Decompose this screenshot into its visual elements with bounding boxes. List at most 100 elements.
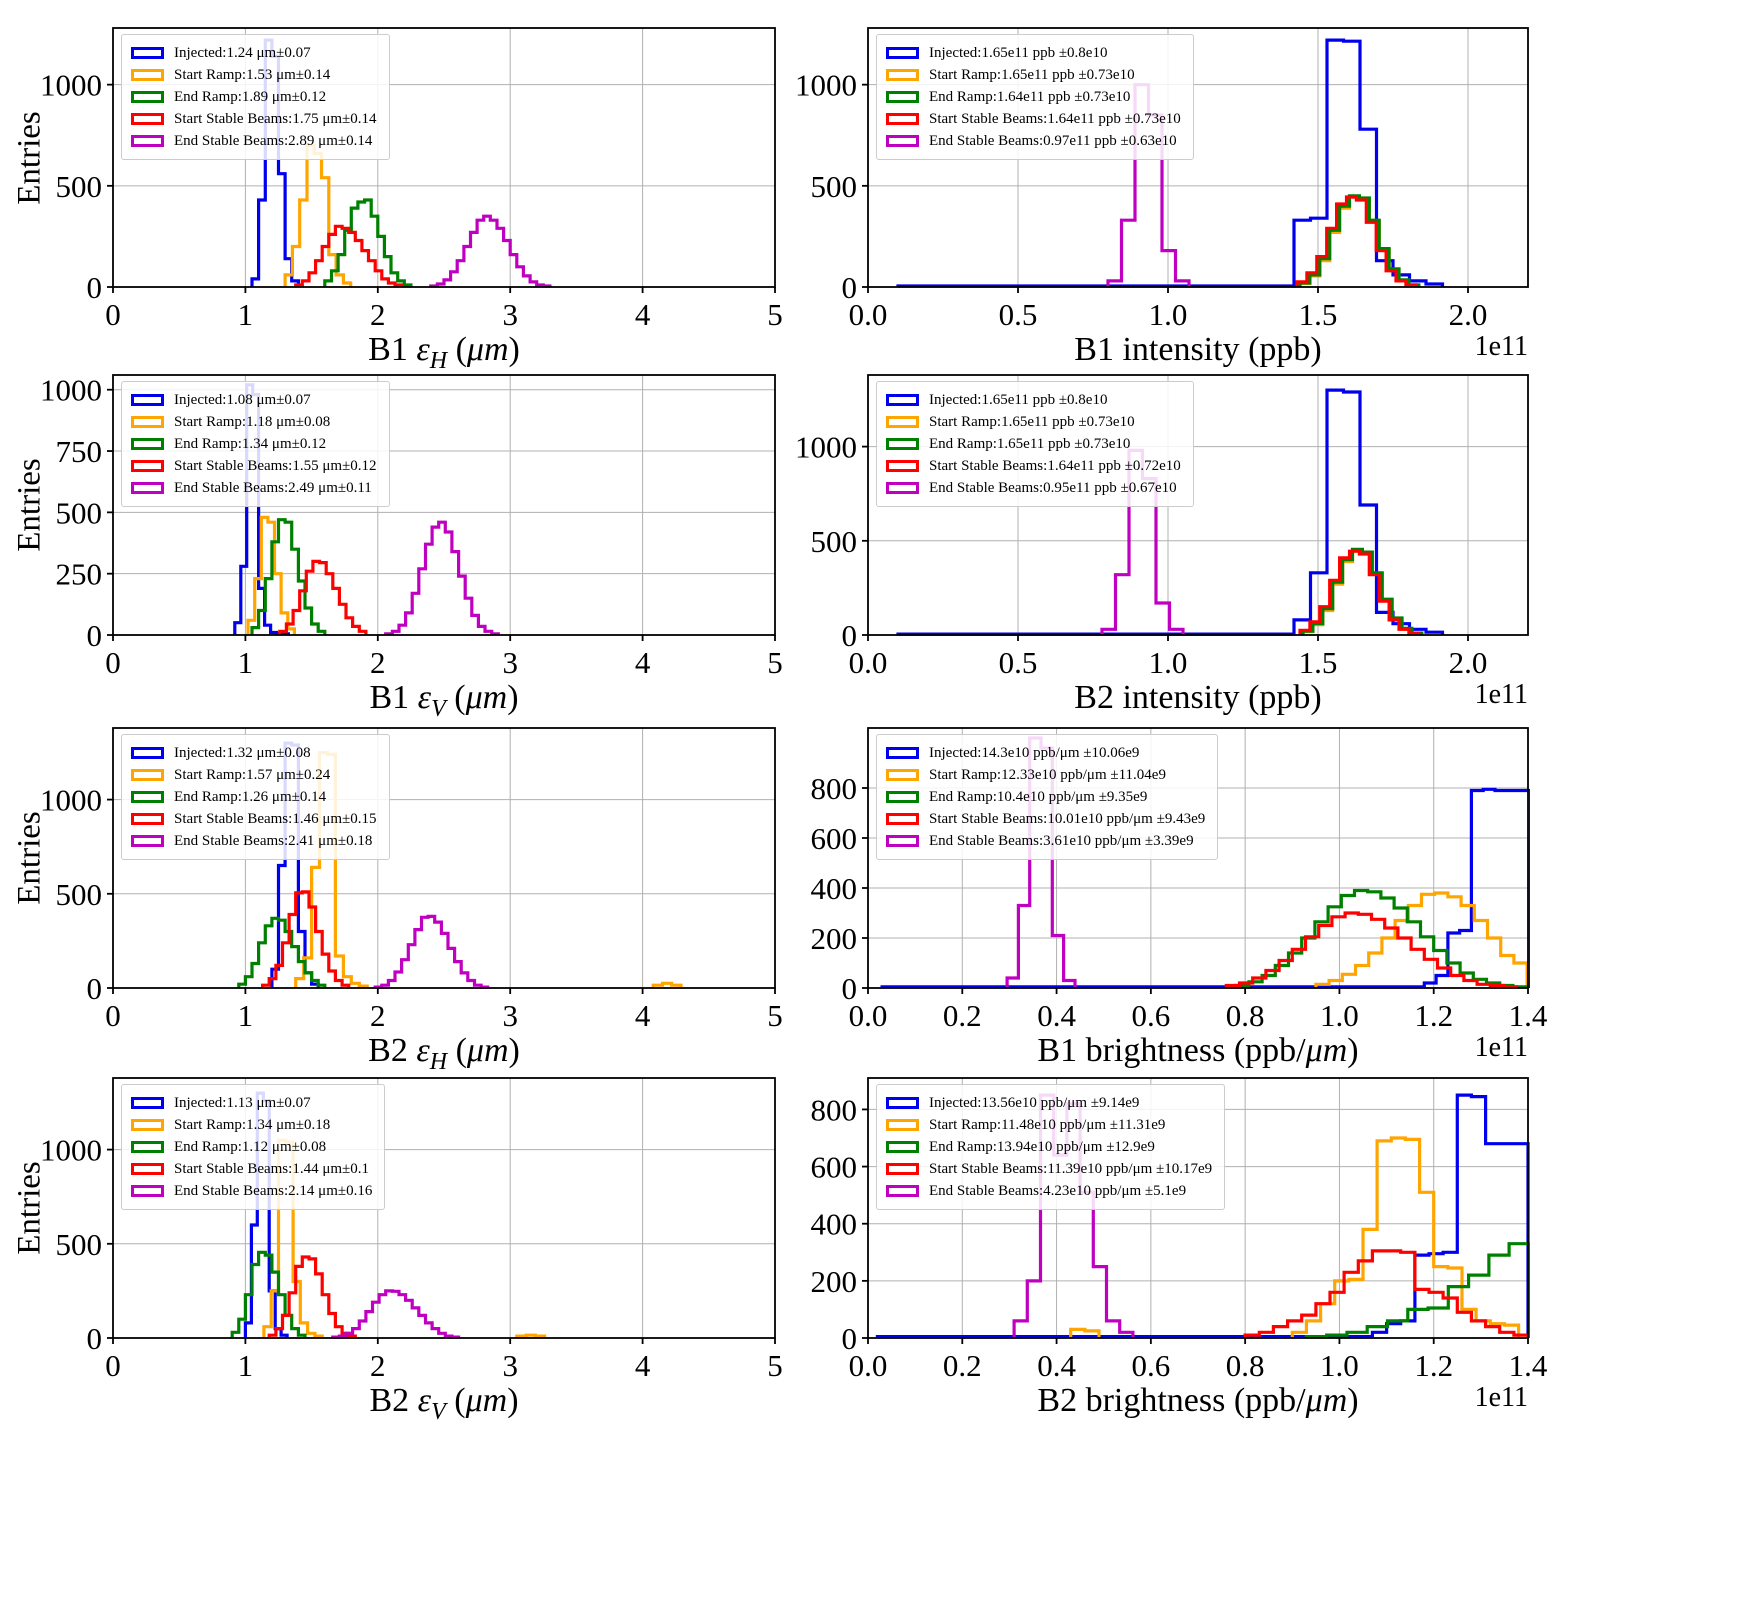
y-tick-label: 400 (811, 1207, 858, 1242)
legend-label: End Ramp:13.94e10 ppb/μm ±12.9e9 (929, 1139, 1155, 1155)
legend-swatch (131, 47, 164, 59)
legend-swatch (131, 1163, 164, 1175)
chart-b2-emittance-v: 0 1 2 3 4 5 0 500 1000 (40, 1077, 783, 1383)
x-tick-label: 5 (767, 998, 783, 1033)
hist-series-end-ramp (230, 1250, 307, 1338)
legend: Injected:1.32 μm±0.08 Start Ramp:1.57 μm±… (121, 734, 390, 860)
hist-series-start-stable-beams (294, 224, 404, 287)
y-tick-label: 1000 (40, 68, 102, 103)
series-group (250, 38, 552, 288)
legend-item: Injected:1.65e11 ppb ±0.8e10 (886, 42, 1181, 64)
legend-item: End Stable Beams:2.41 μm±0.18 (131, 830, 377, 852)
legend-label: Injected:14.3e10 ppb/μm ±10.06e9 (929, 745, 1140, 761)
plot-border (867, 374, 1529, 636)
legend-label: Start Ramp:1.53 μm±0.14 (174, 67, 331, 83)
legend-swatch (886, 135, 919, 147)
legend-swatch (131, 791, 164, 803)
legend-swatch (131, 135, 164, 147)
legend-label: Injected:1.08 μm±0.07 (174, 392, 311, 408)
hist-series-end-ramp (1301, 547, 1424, 635)
legend-swatch (886, 1141, 919, 1153)
hist-series-end-ramp (1304, 1242, 1530, 1339)
legend-label: End Ramp:1.64e11 ppb ±0.73e10 (929, 89, 1131, 105)
x-tick-label: 0.0 (849, 998, 888, 1033)
legend-item: End Stable Beams:0.95e11 ppb ±0.67e10 (886, 477, 1181, 499)
legend-item: End Stable Beams:2.89 μm±0.14 (131, 130, 377, 152)
axis-offset-label: 1e11 (1474, 1382, 1528, 1413)
legend-item: End Ramp:1.65e11 ppb ±0.73e10 (886, 433, 1181, 455)
y-axis-label: Entries (11, 458, 48, 552)
legend-label: Start Stable Beams:1.55 μm±0.12 (174, 458, 377, 474)
chart-b1-brightness: 0.0 0.2 0.4 0.6 0.8 1.0 1.2 1.4 0 200 400 600 800 (811, 727, 1548, 1033)
legend-item: Start Ramp:1.53 μm±0.14 (131, 64, 377, 86)
chart-b2-emittance-h: 0 1 2 3 4 5 0 500 1000 (40, 727, 783, 1033)
legend-swatch (886, 1097, 919, 1109)
legend-swatch (131, 416, 164, 428)
y-tick-label: 750 (56, 434, 103, 469)
x-tick-label: 3 (502, 1348, 518, 1383)
x-tick-label: 0.8 (1226, 1348, 1265, 1383)
legend-item: Start Ramp:12.33e10 ppb/μm ±11.04e9 (886, 764, 1205, 786)
legend-item: Start Stable Beams:1.46 μm±0.15 (131, 808, 377, 830)
plot-border (112, 727, 776, 989)
plot-border (867, 727, 1529, 989)
legend-swatch (131, 438, 164, 450)
hist-series-start-stable-beams (267, 1255, 357, 1338)
hist-series-injected (875, 1093, 1530, 1339)
hist-series-start-ramp-tail (651, 981, 683, 988)
x-tick-label: 1 (238, 998, 254, 1033)
legend-item: End Stable Beams:2.14 μm±0.16 (131, 1180, 372, 1202)
hist-series-end-ramp (237, 916, 327, 988)
hist-series-start-ramp-tail (515, 1333, 547, 1338)
legend-swatch (131, 460, 164, 472)
legend-item: End Stable Beams:0.97e11 ppb ±0.63e10 (886, 130, 1181, 152)
y-tick-label: 0 (842, 1321, 858, 1356)
legend-swatch (886, 394, 919, 406)
hist-series-start-stable-beams (1295, 195, 1418, 287)
legend-item: Injected:13.56e10 ppb/μm ±9.14e9 (886, 1092, 1212, 1114)
y-tick-label: 1000 (40, 783, 102, 818)
hist-series-start-ramp (283, 143, 353, 287)
y-tick-label: 800 (811, 1092, 858, 1127)
legend-swatch (131, 835, 164, 847)
legend-item: Start Stable Beams:10.01e10 ppb/μm ±9.43… (886, 808, 1205, 830)
legend-item: End Stable Beams:3.61e10 ppb/μm ±3.39e9 (886, 830, 1205, 852)
x-tick-label: 0.6 (1131, 1348, 1170, 1383)
legend-label: End Ramp:1.89 μm±0.12 (174, 89, 327, 105)
legend-item: End Ramp:1.26 μm±0.14 (131, 786, 377, 808)
legend-item: Injected:1.13 μm±0.07 (131, 1092, 372, 1114)
legend-label: Start Ramp:1.57 μm±0.24 (174, 767, 331, 783)
hist-series-start-stable-beams (261, 890, 351, 988)
plot-border (112, 374, 776, 636)
y-tick-label: 0 (87, 1321, 103, 1356)
x-tick-label: 5 (767, 1348, 783, 1383)
x-tick-label: 3 (502, 998, 518, 1033)
series-group (237, 741, 683, 989)
x-tick-label: 1.5 (1299, 645, 1338, 680)
legend: Injected:1.24 μm±0.07 Start Ramp:1.53 μm±… (121, 34, 390, 160)
hist-series-start-stable-beams (1298, 549, 1421, 635)
hist-series-start-ramp (1314, 891, 1529, 988)
legend-item: End Ramp:10.4e10 ppb/μm ±9.35e9 (886, 786, 1205, 808)
legend-item: Start Stable Beams:1.44 μm±0.1 (131, 1158, 372, 1180)
x-tick-label: 1.4 (1509, 998, 1548, 1033)
x-tick-label: 0 (105, 297, 121, 332)
x-tick-label: 1.2 (1414, 1348, 1453, 1383)
x-axis-label: B2 εH (μm) (368, 1032, 520, 1075)
legend-item: End Ramp:1.34 μm±0.12 (131, 433, 377, 455)
x-tick-label: 3 (502, 297, 518, 332)
legend-label: Start Stable Beams:10.01e10 ppb/μm ±9.43… (929, 811, 1206, 827)
legend-swatch (886, 791, 919, 803)
y-tick-label: 0 (87, 618, 103, 653)
y-tick-label: 500 (56, 877, 103, 912)
legend-item: Start Ramp:1.65e11 ppb ±0.73e10 (886, 411, 1181, 433)
x-axis-label: B1 intensity (ppb) (1074, 331, 1322, 368)
x-tick-label: 0.4 (1037, 998, 1076, 1033)
legend-label: End Stable Beams:0.97e11 ppb ±0.63e10 (929, 133, 1177, 149)
x-tick-label: 3 (502, 645, 518, 680)
legend-label: Start Stable Beams:1.44 μm±0.1 (174, 1161, 370, 1177)
x-tick-label: 1 (238, 645, 254, 680)
hist-series-start-ramp (262, 1138, 324, 1338)
legend-label: End Ramp:1.65e11 ppb ±0.73e10 (929, 436, 1131, 452)
